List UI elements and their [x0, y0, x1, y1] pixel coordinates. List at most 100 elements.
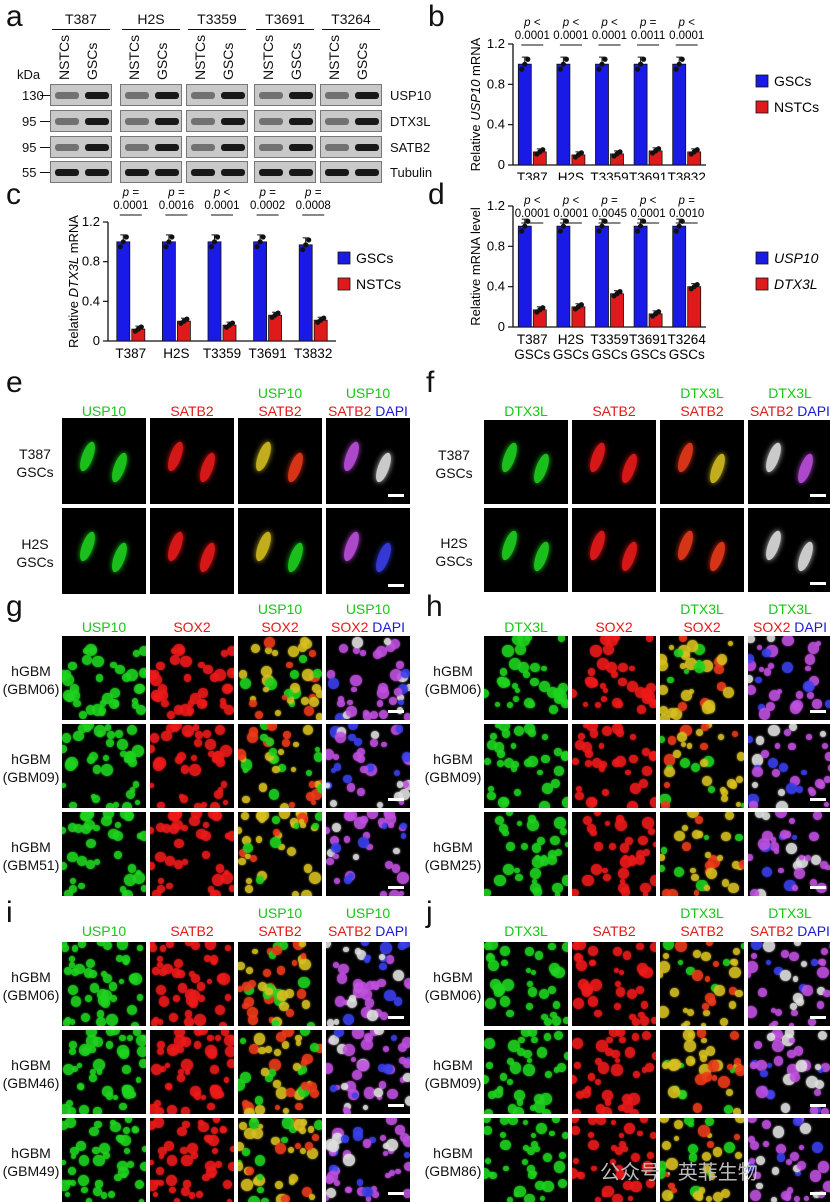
cell-signal — [193, 1014, 206, 1026]
cell-signal — [252, 948, 258, 955]
cell-signal — [575, 791, 584, 801]
cell-signal — [126, 724, 137, 735]
cell-signal — [62, 1104, 71, 1114]
cell-line-underline — [188, 29, 246, 30]
data-point — [617, 149, 623, 155]
channel-label: DTX3L — [768, 905, 812, 921]
data-point — [617, 289, 623, 295]
cell-signal — [131, 744, 144, 757]
data-point — [211, 239, 218, 245]
cell-signal — [498, 529, 520, 563]
cell-signal — [507, 1040, 520, 1053]
cell-signal — [150, 1120, 157, 1131]
cell-signal — [208, 812, 219, 819]
data-point — [679, 56, 685, 62]
cell-signal — [293, 1119, 306, 1131]
cell-signal — [767, 636, 776, 642]
cell-signal — [256, 836, 263, 843]
cell-signal — [64, 967, 72, 975]
cell-signal — [807, 691, 815, 700]
cell-signal — [781, 950, 790, 959]
cell-signal — [687, 1144, 699, 1155]
cell-signal — [173, 705, 184, 716]
cell-signal — [115, 954, 123, 963]
cell-signal — [796, 786, 804, 794]
cell-signal — [365, 954, 371, 961]
cell-signal — [301, 669, 314, 682]
cell-signal — [329, 1035, 340, 1046]
cell-signal — [763, 942, 775, 952]
cell-signal — [62, 1120, 69, 1131]
cell-signal — [392, 969, 405, 981]
cell-signal — [618, 1140, 627, 1149]
cell-signal — [703, 1165, 712, 1173]
cell-signal — [779, 830, 789, 840]
cell-signal — [67, 851, 78, 862]
cell-signal — [735, 801, 742, 808]
cell-signal — [618, 540, 640, 574]
cell-signal — [725, 812, 735, 820]
cell-signal — [495, 986, 505, 995]
cell-signal — [732, 860, 741, 869]
cell-signal — [377, 700, 384, 707]
cell-line-label: T3359 — [197, 11, 237, 27]
micrograph-tile — [62, 1118, 146, 1202]
cell-signal — [74, 823, 84, 833]
cell-signal — [781, 1103, 791, 1113]
cell-signal — [561, 875, 568, 886]
cell-signal — [768, 689, 781, 701]
p-value-symbol: p = — [600, 195, 618, 207]
cell-signal — [204, 942, 217, 950]
cell-signal — [180, 1146, 188, 1154]
cell-signal — [679, 636, 688, 642]
protein-label: Tubulin — [390, 165, 433, 180]
cell-signal — [551, 1016, 561, 1026]
cell-signal — [724, 1105, 734, 1114]
cell-signal — [238, 827, 242, 835]
row-label-line: H2S — [21, 536, 49, 552]
data-point — [123, 234, 129, 240]
cell-signal — [526, 1057, 533, 1064]
cell-signal — [76, 855, 87, 866]
cell-signal — [273, 828, 281, 836]
cell-signal — [186, 1142, 199, 1155]
cell-signal — [90, 793, 97, 800]
cell-signal — [249, 695, 256, 702]
cell-signal — [326, 827, 330, 835]
cell-signal — [136, 1034, 146, 1047]
cell-signal — [285, 661, 293, 669]
cell-signal — [386, 1118, 397, 1126]
channel-label: DTX3L — [768, 385, 812, 401]
cell-signal — [309, 650, 316, 657]
cell-signal — [242, 795, 250, 804]
cell-signal — [611, 1064, 623, 1076]
cell-signal — [516, 820, 523, 827]
cell-signal — [703, 755, 715, 767]
cell-signal — [268, 748, 278, 757]
cell-signal — [379, 1081, 387, 1089]
cell-signal — [773, 848, 780, 854]
cell-signal — [761, 812, 770, 821]
cell-signal — [344, 1109, 351, 1114]
cell-signal — [289, 801, 296, 808]
cell-signal — [596, 1118, 607, 1126]
cell-signal — [164, 1062, 170, 1068]
cell-signal — [564, 842, 568, 848]
row-label-line: GSCs — [16, 464, 54, 480]
cell-signal — [630, 1180, 642, 1193]
cell-signal — [536, 1122, 548, 1135]
cell-signal — [119, 1134, 131, 1146]
cell-signal — [272, 945, 282, 955]
cell-signal — [159, 945, 167, 953]
cell-signal — [398, 890, 404, 896]
cell-signal — [68, 1048, 76, 1056]
cell-signal — [125, 669, 138, 682]
cell-signal — [345, 1187, 351, 1193]
cell-signal — [544, 1070, 552, 1078]
cell-signal — [211, 959, 217, 966]
cell-signal — [333, 1018, 340, 1025]
cell-signal — [365, 843, 373, 851]
cell-signal — [717, 1076, 730, 1089]
cell-signal — [783, 728, 791, 736]
cell-signal — [514, 1185, 526, 1197]
